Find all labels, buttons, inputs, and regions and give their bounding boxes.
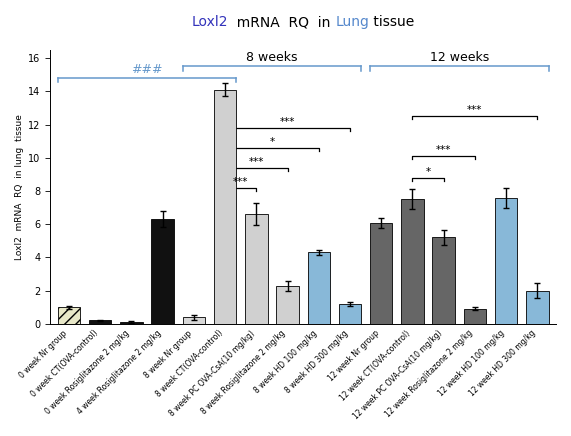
Text: mRNA  RQ  in: mRNA RQ in	[228, 15, 335, 29]
Text: Lung: Lung	[335, 15, 369, 29]
Text: ###: ###	[131, 63, 163, 76]
Bar	[183, 317, 205, 324]
Bar	[151, 219, 174, 324]
Bar	[214, 90, 236, 324]
Bar	[339, 304, 361, 324]
Text: *: *	[270, 137, 275, 147]
Text: 12 weeks: 12 weeks	[429, 51, 489, 65]
Text: ***: ***	[248, 157, 264, 167]
Bar	[58, 307, 81, 324]
Text: ***: ***	[467, 106, 482, 116]
Text: ***: ***	[280, 117, 295, 127]
Text: Loxl2: Loxl2	[192, 15, 228, 29]
Bar	[245, 214, 268, 324]
Y-axis label: Loxl2  mRNA  RQ  in lung  tissue: Loxl2 mRNA RQ in lung tissue	[15, 114, 24, 260]
Bar	[464, 309, 486, 324]
Bar	[276, 286, 299, 324]
Text: tissue: tissue	[369, 15, 415, 29]
Bar	[526, 290, 549, 324]
Bar	[495, 198, 517, 324]
Bar	[120, 322, 143, 324]
Text: 8 weeks: 8 weeks	[246, 51, 297, 65]
Bar	[89, 320, 111, 324]
Bar	[370, 223, 392, 324]
Bar	[401, 199, 424, 324]
Text: *: *	[425, 167, 431, 177]
Text: ***: ***	[436, 145, 451, 155]
Bar	[308, 252, 330, 324]
Text: ***: ***	[233, 177, 248, 187]
Bar	[432, 238, 455, 324]
